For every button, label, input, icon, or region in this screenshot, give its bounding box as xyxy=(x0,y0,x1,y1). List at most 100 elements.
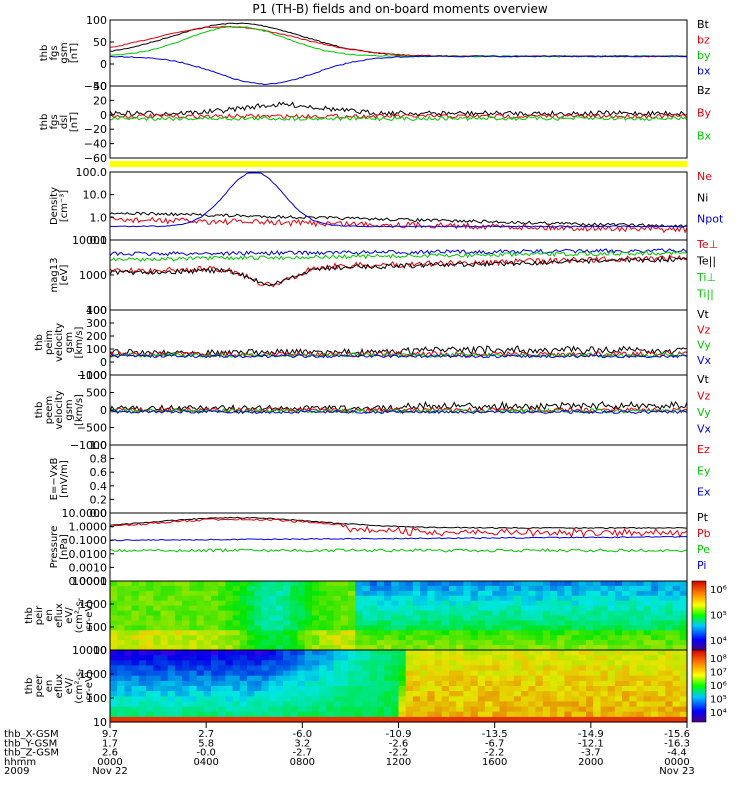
spectrogram-cell xyxy=(218,675,226,682)
y-axis-label-line: fgs xyxy=(49,114,60,129)
spectrogram-cell xyxy=(449,595,457,602)
spectrogram-cell xyxy=(160,585,169,592)
spectrogram-cell xyxy=(362,665,371,672)
spectrogram-cell xyxy=(326,610,335,617)
spectrogram-cell xyxy=(283,655,291,661)
spectrogram-cell xyxy=(550,645,558,651)
spectrogram-cell xyxy=(348,706,356,713)
spectrogram-cell xyxy=(557,615,565,621)
spectrogram-cell xyxy=(225,600,234,607)
spectrogram-cell xyxy=(326,701,335,708)
spectrogram-cell xyxy=(665,581,674,587)
spectrogram-cell xyxy=(578,590,587,597)
spectrogram-cell xyxy=(449,600,457,607)
spectrogram-cell xyxy=(614,640,623,646)
spectrogram-cell xyxy=(506,701,515,708)
spectrogram-cell xyxy=(333,610,342,617)
spectrogram-cell xyxy=(333,696,342,702)
spectrogram-cell xyxy=(434,625,443,631)
spectrogram-cell xyxy=(218,581,226,587)
spectrogram-cell xyxy=(153,655,162,661)
spectrogram-cell xyxy=(167,716,176,723)
x-row-value: 9.7 xyxy=(102,729,118,740)
spectrogram-cell xyxy=(232,701,241,708)
spectrogram-cell xyxy=(614,625,623,631)
spectrogram-cell xyxy=(239,665,248,672)
spectrogram-cell xyxy=(362,590,371,597)
spectrogram-cell xyxy=(578,635,587,641)
spectrogram-cell xyxy=(434,630,443,636)
spectrogram-cell xyxy=(506,716,515,723)
spectrogram-cell xyxy=(283,675,291,682)
spectrogram-cell xyxy=(247,635,255,641)
spectrogram-cell xyxy=(376,680,385,687)
spectrogram-cell xyxy=(405,600,414,607)
spectrogram-cell xyxy=(441,696,450,702)
spectrogram-cell xyxy=(441,615,450,621)
series-line-bx xyxy=(109,115,688,122)
spectrogram-cell xyxy=(211,650,219,656)
spectrogram-cell xyxy=(492,711,501,718)
spectrogram-cell xyxy=(629,680,638,687)
spectrogram-cell xyxy=(398,716,407,723)
spectrogram-cell xyxy=(441,625,450,631)
spectrogram-cell xyxy=(485,716,493,723)
spectrogram-cell xyxy=(261,691,270,697)
panel-frame xyxy=(109,85,688,159)
spectrogram-cell xyxy=(312,640,320,646)
spectrogram-cell xyxy=(117,650,125,656)
panel-frame xyxy=(109,512,688,582)
spectrogram-cell xyxy=(564,711,573,718)
spectrogram-cell xyxy=(492,675,501,682)
spectrogram-cell xyxy=(506,615,515,621)
spectrogram-cell xyxy=(254,581,263,587)
spectrogram-cell xyxy=(535,625,544,631)
spectrogram-cell xyxy=(607,585,616,592)
spectrogram-cell xyxy=(261,680,270,687)
spectrogram-cell xyxy=(174,595,183,602)
spectrogram-cell xyxy=(384,711,392,718)
spectrogram-cell xyxy=(600,581,609,587)
spectrogram-cell xyxy=(283,635,291,641)
spectrogram-cell xyxy=(571,711,580,718)
spectrogram-cell xyxy=(384,706,392,713)
spectrogram-cell xyxy=(391,655,400,661)
spectrogram-cell xyxy=(492,680,501,687)
spectrogram-cell xyxy=(355,640,363,646)
spectrogram-cell xyxy=(117,581,125,587)
spectrogram-cell xyxy=(247,605,255,612)
spectrogram-cell xyxy=(427,706,436,713)
spectrogram-cell xyxy=(672,625,681,631)
spectrogram-cell xyxy=(456,706,464,713)
spectrogram-cell xyxy=(607,701,616,708)
spectrogram-cell xyxy=(535,675,544,682)
spectrogram-cell xyxy=(578,625,587,631)
spectrogram-cell xyxy=(557,610,565,617)
spectrogram-cell xyxy=(268,716,277,723)
spectrogram-cell xyxy=(283,610,291,617)
spectrogram-cell xyxy=(564,650,573,656)
spectrogram-cell xyxy=(593,686,601,692)
spectrogram-cell xyxy=(586,670,594,677)
spectrogram-cell xyxy=(362,645,371,651)
spectrogram-cell xyxy=(160,605,169,612)
spectrogram-cell xyxy=(124,660,133,666)
spectrogram-cell xyxy=(391,716,400,723)
spectrogram-cell xyxy=(449,716,457,723)
spectrogram-cell xyxy=(355,585,363,592)
spectrogram-cell xyxy=(470,650,479,656)
spectrogram-cell xyxy=(564,670,573,677)
spectrogram-cell xyxy=(211,645,219,651)
spectrogram-cell xyxy=(463,620,472,626)
spectrogram-cell xyxy=(254,691,263,697)
spectrogram-cell xyxy=(412,590,421,597)
spectrogram-cell xyxy=(564,610,573,617)
spectrogram-cell xyxy=(182,660,190,666)
spectrogram-cell xyxy=(614,716,623,723)
spectrogram-cell xyxy=(117,635,125,641)
spectrogram-cell xyxy=(376,585,385,592)
spectrogram-cell xyxy=(622,605,630,612)
spectrogram-cell xyxy=(427,650,436,656)
spectrogram-cell xyxy=(326,590,335,597)
spectrogram-cell xyxy=(369,630,378,636)
